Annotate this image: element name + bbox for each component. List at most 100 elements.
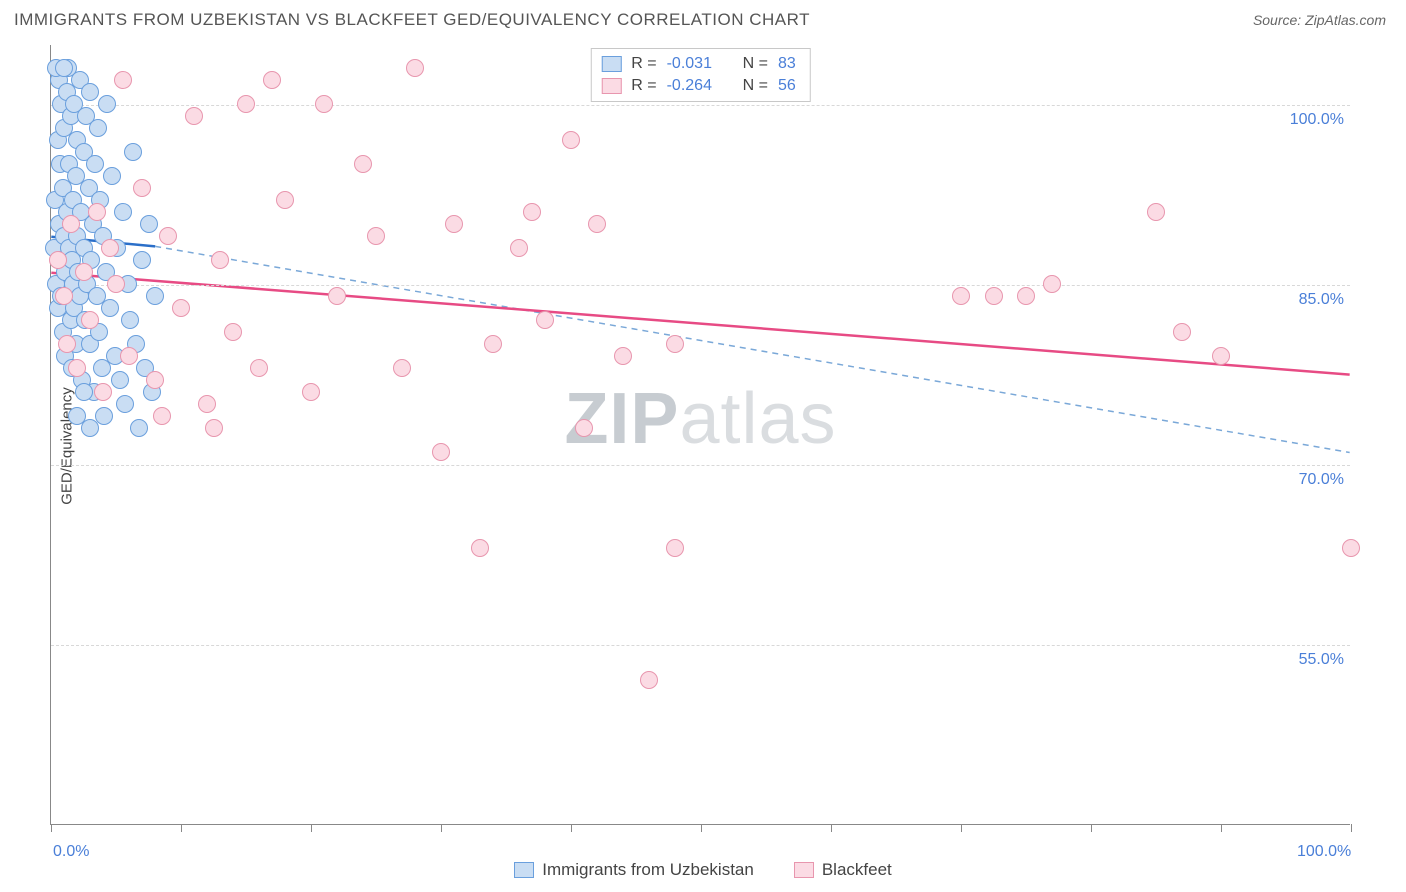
x-tick: [831, 824, 832, 832]
scatter-point-blackfeet: [114, 71, 132, 89]
y-tick-label: 55.0%: [1299, 651, 1344, 669]
scatter-point-blackfeet: [237, 95, 255, 113]
scatter-point-blackfeet: [471, 539, 489, 557]
legend-swatch: [514, 862, 534, 878]
scatter-point-blackfeet: [101, 239, 119, 257]
scatter-point-uzbekistan: [146, 287, 164, 305]
scatter-point-uzbekistan: [81, 419, 99, 437]
scatter-point-uzbekistan: [95, 407, 113, 425]
watermark: ZIPatlas: [564, 378, 836, 460]
x-tick: [701, 824, 702, 832]
scatter-point-blackfeet: [133, 179, 151, 197]
scatter-point-blackfeet: [159, 227, 177, 245]
x-tick: [181, 824, 182, 832]
x-tick: [51, 824, 52, 832]
x-tick: [311, 824, 312, 832]
scatter-point-uzbekistan: [133, 251, 151, 269]
scatter-point-blackfeet: [666, 539, 684, 557]
scatter-point-blackfeet: [510, 239, 528, 257]
gridline-h: [51, 285, 1350, 286]
scatter-point-blackfeet: [588, 215, 606, 233]
scatter-point-blackfeet: [75, 263, 93, 281]
gridline-h: [51, 645, 1350, 646]
scatter-point-uzbekistan: [124, 143, 142, 161]
n-value: 83: [778, 53, 796, 75]
scatter-point-blackfeet: [1147, 203, 1165, 221]
scatter-point-blackfeet: [562, 131, 580, 149]
scatter-point-uzbekistan: [130, 419, 148, 437]
scatter-point-blackfeet: [263, 71, 281, 89]
source-value: ZipAtlas.com: [1305, 12, 1386, 28]
scatter-point-blackfeet: [55, 287, 73, 305]
scatter-point-blackfeet: [94, 383, 112, 401]
scatter-point-uzbekistan: [98, 95, 116, 113]
r-label: R =: [631, 75, 656, 97]
r-label: R =: [631, 53, 656, 75]
scatter-point-blackfeet: [484, 335, 502, 353]
scatter-point-blackfeet: [315, 95, 333, 113]
scatter-point-blackfeet: [224, 323, 242, 341]
scatter-point-uzbekistan: [103, 167, 121, 185]
scatter-point-blackfeet: [58, 335, 76, 353]
scatter-point-blackfeet: [185, 107, 203, 125]
gridline-h: [51, 465, 1350, 466]
x-tick: [1221, 824, 1222, 832]
scatter-point-blackfeet: [153, 407, 171, 425]
trend-lines-svg: [51, 45, 1350, 824]
scatter-point-blackfeet: [276, 191, 294, 209]
legend-swatch: [601, 56, 621, 72]
scatter-point-uzbekistan: [121, 311, 139, 329]
scatter-point-blackfeet: [536, 311, 554, 329]
legend-stats-row: R =-0.264N =56: [601, 75, 795, 97]
scatter-point-uzbekistan: [114, 203, 132, 221]
scatter-point-blackfeet: [445, 215, 463, 233]
x-tick: [961, 824, 962, 832]
x-tick: [1351, 824, 1352, 832]
scatter-point-blackfeet: [432, 443, 450, 461]
scatter-point-blackfeet: [62, 215, 80, 233]
scatter-point-uzbekistan: [75, 383, 93, 401]
scatter-point-blackfeet: [1017, 287, 1035, 305]
n-label: N =: [743, 75, 768, 97]
scatter-point-blackfeet: [523, 203, 541, 221]
scatter-point-blackfeet: [614, 347, 632, 365]
scatter-point-blackfeet: [120, 347, 138, 365]
scatter-point-blackfeet: [1043, 275, 1061, 293]
scatter-point-blackfeet: [302, 383, 320, 401]
source-label: Source:: [1253, 12, 1305, 28]
trend-line: [51, 273, 1349, 375]
scatter-point-uzbekistan: [101, 299, 119, 317]
x-tick-label: 100.0%: [1297, 843, 1351, 861]
source: Source: ZipAtlas.com: [1253, 12, 1386, 28]
x-tick: [441, 824, 442, 832]
scatter-point-blackfeet: [640, 671, 658, 689]
n-label: N =: [743, 53, 768, 75]
legend-series-label: Immigrants from Uzbekistan: [542, 860, 754, 880]
r-value: -0.031: [667, 53, 729, 75]
scatter-point-blackfeet: [205, 419, 223, 437]
n-value: 56: [778, 75, 796, 97]
scatter-point-blackfeet: [107, 275, 125, 293]
scatter-point-blackfeet: [88, 203, 106, 221]
scatter-point-blackfeet: [1173, 323, 1191, 341]
scatter-point-uzbekistan: [140, 215, 158, 233]
scatter-point-uzbekistan: [55, 59, 73, 77]
scatter-point-blackfeet: [985, 287, 1003, 305]
scatter-point-blackfeet: [393, 359, 411, 377]
scatter-point-blackfeet: [68, 359, 86, 377]
chart-title: IMMIGRANTS FROM UZBEKISTAN VS BLACKFEET …: [14, 10, 810, 30]
legend-series-item: Blackfeet: [794, 860, 892, 880]
y-tick-label: 100.0%: [1290, 111, 1344, 129]
scatter-point-blackfeet: [146, 371, 164, 389]
trend-line: [155, 246, 1349, 452]
watermark-rest: atlas: [679, 379, 836, 459]
x-tick-label: 0.0%: [53, 843, 89, 861]
legend-series-label: Blackfeet: [822, 860, 892, 880]
scatter-point-blackfeet: [1342, 539, 1360, 557]
legend-swatch: [794, 862, 814, 878]
legend-swatch: [601, 78, 621, 94]
plot-area: ZIPatlas R =-0.031N =83R =-0.264N =56 55…: [50, 45, 1350, 825]
scatter-point-blackfeet: [1212, 347, 1230, 365]
x-tick: [1091, 824, 1092, 832]
legend-series-item: Immigrants from Uzbekistan: [514, 860, 754, 880]
